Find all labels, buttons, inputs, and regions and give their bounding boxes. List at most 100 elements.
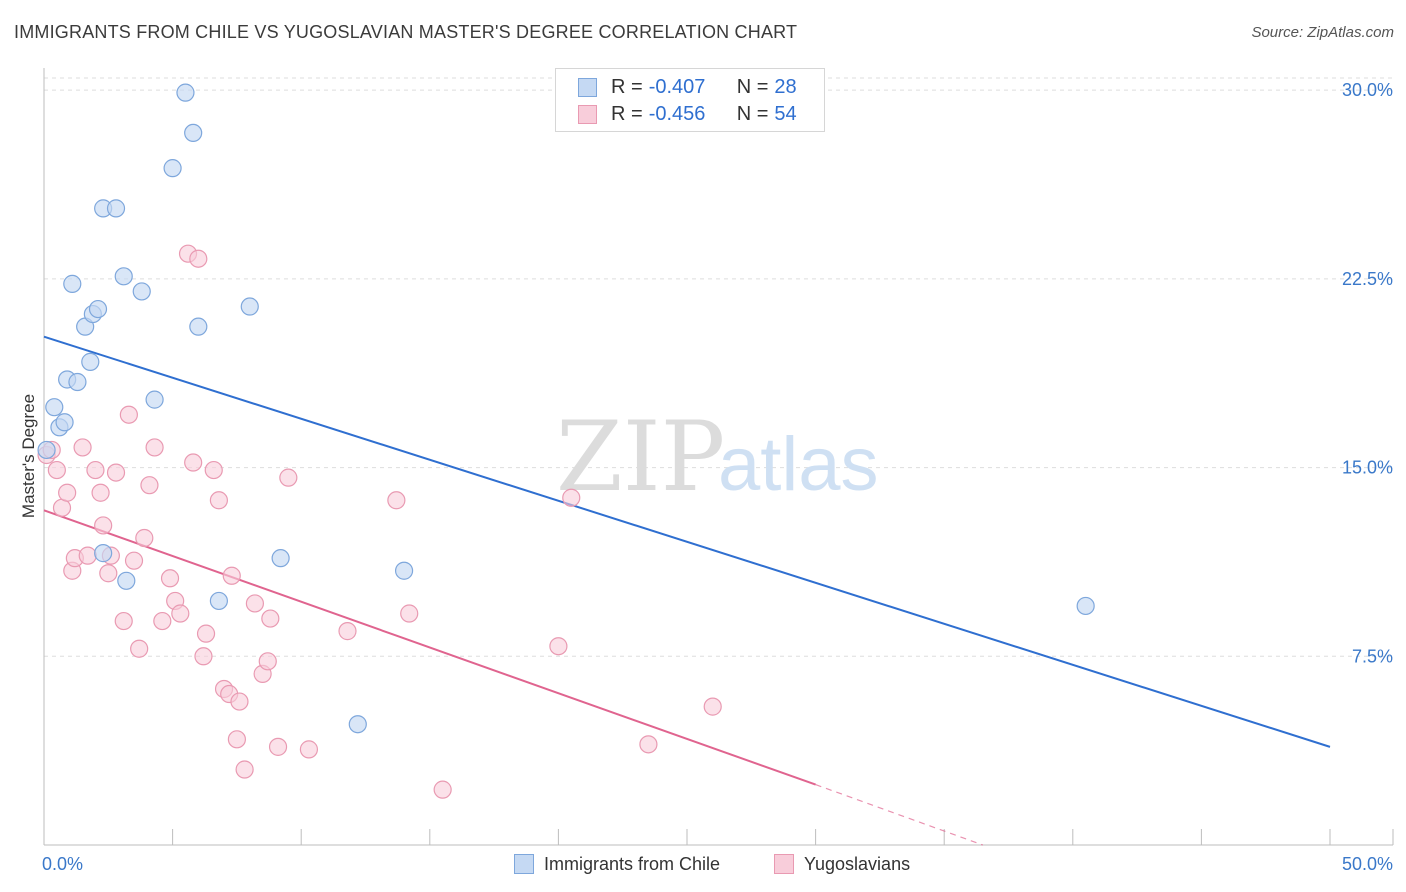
y-tick-label: 22.5% (1342, 269, 1393, 289)
point-yugoslavians (91, 483, 110, 502)
point-yugoslavians (227, 730, 246, 749)
point-yugoslavians (153, 611, 172, 631)
point-chile (81, 352, 100, 371)
y-tick-label: 7.5% (1352, 646, 1393, 666)
point-yugoslavians (268, 737, 288, 756)
point-yugoslavians (230, 692, 249, 711)
point-chile (88, 299, 108, 319)
bottom-legend-swatch-yugoslavians (774, 854, 794, 874)
point-yugoslavians (245, 594, 265, 613)
point-yugoslavians (140, 476, 159, 495)
point-yugoslavians (99, 564, 118, 583)
correlation-legend: R = -0.407 N = 28 R = -0.456 N = 54 (555, 68, 825, 132)
watermark-zip: ZIP (556, 401, 725, 513)
point-yugoslavians (703, 697, 722, 716)
point-yugoslavians (86, 460, 105, 480)
watermark: ZIP atlas (556, 401, 879, 513)
point-yugoslavians (235, 760, 254, 779)
bottom-legend-label-yugoslavians: Yugoslavians (804, 853, 911, 874)
point-yugoslavians (261, 609, 280, 628)
point-chile (145, 390, 164, 409)
point-yugoslavians (171, 604, 190, 623)
point-chile (394, 561, 414, 580)
trend-lines (43, 335, 1331, 846)
point-yugoslavians (124, 551, 144, 570)
legend-row-chile: R = -0.407 N = 28 (578, 74, 797, 100)
trend-line-yugoslavians-extension (815, 784, 983, 846)
point-chile (68, 372, 87, 392)
point-yugoslavians (433, 780, 452, 799)
bottom-legend-label-chile: Immigrants from Chile (544, 853, 721, 874)
x-tick-label-max: 50.0% (1342, 854, 1393, 874)
point-chile (163, 159, 182, 178)
point-yugoslavians (130, 639, 149, 658)
point-chile (1076, 596, 1095, 616)
y-tick-label: 30.0% (1342, 80, 1393, 100)
point-yugoslavians (194, 647, 213, 666)
legend-n-value-yugoslavians: 54 (774, 102, 797, 125)
point-chile (45, 398, 64, 417)
point-yugoslavians (189, 249, 208, 268)
legend-r-value-chile: -0.407 (648, 75, 706, 98)
y-tick-labels: 7.5% 15.0% 22.5% 30.0% (1342, 80, 1393, 666)
point-yugoslavians (209, 491, 228, 510)
point-yugoslavians (338, 622, 357, 641)
legend-n-label: N = (736, 102, 769, 125)
point-chile (94, 544, 113, 563)
point-yugoslavians (184, 453, 203, 472)
trend-line-yugoslavians (43, 509, 816, 786)
legend-r-label: R = (611, 75, 643, 98)
bottom-legend-swatch-chile (514, 854, 534, 874)
point-chile (240, 297, 259, 316)
y-tick-label: 15.0% (1342, 458, 1393, 478)
point-yugoslavians (145, 438, 164, 457)
legend-swatch-chile (578, 77, 597, 97)
point-chile (132, 282, 151, 301)
point-yugoslavians (106, 463, 126, 482)
point-yugoslavians (47, 460, 66, 480)
point-chile (176, 83, 195, 102)
point-chile (106, 199, 126, 218)
grid-lines (44, 77, 1393, 657)
legend-r-label: R = (611, 102, 643, 125)
point-yugoslavians (119, 405, 138, 424)
point-chile (184, 123, 203, 143)
legend-n-value-chile: 28 (774, 75, 797, 98)
point-yugoslavians (299, 740, 319, 759)
point-chile (209, 591, 228, 611)
point-chile (117, 571, 136, 590)
point-yugoslavians (160, 569, 180, 588)
legend-swatch-yugoslavians (578, 104, 597, 124)
point-yugoslavians (196, 624, 216, 643)
trend-line-chile (43, 335, 1331, 748)
point-yugoslavians (52, 498, 72, 517)
x-tick-label-min: 0.0% (42, 854, 83, 874)
point-yugoslavians (258, 652, 277, 671)
bottom-legend-yugoslavians: Yugoslavians (774, 852, 910, 876)
point-chile (114, 267, 133, 286)
point-yugoslavians (135, 528, 154, 548)
watermark-atlas: atlas (718, 422, 879, 507)
legend-n-label: N = (736, 75, 769, 98)
point-chile (55, 413, 74, 432)
point-yugoslavians (639, 735, 658, 754)
point-chile (37, 440, 56, 460)
point-yugoslavians (387, 491, 406, 510)
point-yugoslavians (279, 468, 298, 487)
point-chile (189, 317, 208, 336)
point-yugoslavians (222, 566, 241, 585)
chart-title: IMMIGRANTS FROM CHILE VS YUGOSLAVIAN MAS… (14, 22, 798, 42)
point-yugoslavians (204, 460, 223, 480)
point-yugoslavians (78, 546, 97, 565)
point-chile (348, 715, 367, 734)
point-yugoslavians (58, 483, 77, 502)
point-yugoslavians (73, 438, 92, 457)
point-chile (271, 549, 290, 568)
legend-row-yugoslavians: R = -0.456 N = 54 (578, 101, 797, 127)
source-credit: Source: ZipAtlas.com (1251, 24, 1394, 41)
y-axis-label: Master's Degree (19, 394, 38, 518)
point-yugoslavians (400, 604, 419, 623)
point-yugoslavians (562, 488, 581, 507)
bottom-legend-chile: Immigrants from Chile (514, 852, 720, 876)
